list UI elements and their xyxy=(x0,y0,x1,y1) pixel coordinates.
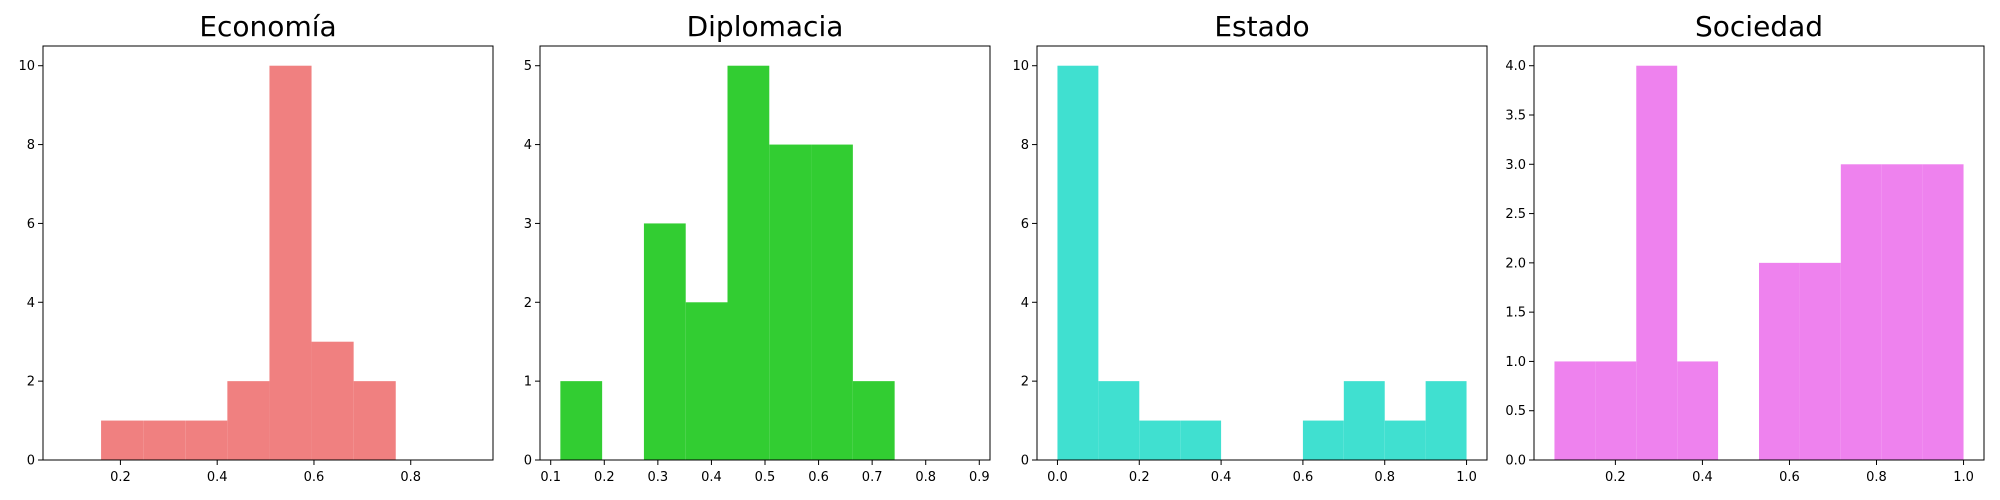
histogram-bar xyxy=(1384,420,1426,460)
x-tick-label: 0.1 xyxy=(540,470,561,485)
x-tick-label: 0.8 xyxy=(1374,470,1395,485)
x-tick-label: 0.8 xyxy=(915,470,936,485)
histogram-bar xyxy=(1922,164,1964,461)
histogram-bar xyxy=(852,381,895,460)
chart-title: Diplomacia xyxy=(687,10,844,43)
histogram-bar xyxy=(1595,361,1637,460)
histogram-bar xyxy=(769,144,812,461)
histogram-bar xyxy=(1840,164,1882,461)
x-tick-label: 0.4 xyxy=(701,470,722,485)
x-tick-label: 0.8 xyxy=(1866,470,1887,485)
chart-panel-2: 0.1 0.2 0.3 0.4 0.5 0.6 0.7 0.8 0.9 0 1 2 3 4 5 Diploma… xyxy=(524,10,991,485)
histogram-bar xyxy=(185,420,228,460)
y-tick-label: 10 xyxy=(18,59,35,74)
histogram-bar xyxy=(1180,420,1222,460)
y-tick-label: 2 xyxy=(27,375,35,390)
y-tick-label: 5 xyxy=(524,59,532,74)
y-tick-label: 1 xyxy=(524,375,532,390)
x-tick-label: 0.4 xyxy=(207,470,228,485)
y-tick-label: 2 xyxy=(524,296,532,311)
histogram-bar xyxy=(269,65,312,460)
histogram-bar xyxy=(560,381,603,460)
axes-frame xyxy=(1533,45,1985,461)
y-tick-label: 2.5 xyxy=(1505,207,1526,222)
x-tick-label: 0.5 xyxy=(755,470,776,485)
histogram-bar xyxy=(311,341,354,460)
y-tick-label: 4 xyxy=(1021,296,1029,311)
y-tick-label: 0 xyxy=(524,454,532,469)
histogram-bar xyxy=(1098,381,1140,460)
histogram-bar xyxy=(353,381,396,460)
x-tick-label: 0.6 xyxy=(1293,470,1314,485)
histogram-bar xyxy=(685,302,728,460)
y-tick-label: 1.5 xyxy=(1505,306,1526,321)
histogram-bar xyxy=(1677,361,1719,460)
y-tick-label: 8 xyxy=(1021,138,1029,153)
x-tick-label: 0.2 xyxy=(1605,470,1626,485)
x-tick-label: 0.7 xyxy=(862,470,883,485)
histogram-bar xyxy=(1759,262,1800,460)
x-tick-label: 0.6 xyxy=(1779,470,1800,485)
y-tick-label: 4 xyxy=(27,296,35,311)
x-tick-label: 0.6 xyxy=(808,470,829,485)
y-tick-label: 3 xyxy=(524,217,532,232)
histogram-bar xyxy=(1139,420,1181,460)
axes-frame xyxy=(42,45,494,461)
y-tick-label: 2.0 xyxy=(1505,256,1526,271)
y-tick-label: 6 xyxy=(27,217,35,232)
x-tick-label: 1.0 xyxy=(1953,470,1974,485)
chart-panel-1: 0.2 0.4 0.6 0.8 0 2 4 6 8 10 Economía xyxy=(18,10,494,485)
y-tick-label: 4.0 xyxy=(1505,59,1526,74)
y-tick-label: 4 xyxy=(524,138,532,153)
axes-frame xyxy=(1036,45,1488,461)
chart-title: Estado xyxy=(1214,10,1309,43)
x-tick-label: 0.6 xyxy=(304,470,325,485)
y-tick-label: 0 xyxy=(1021,454,1029,469)
chart-panel-4: 0.2 0.4 0.6 0.8 1.0 0.0 0.5 1.0 1.5 2.0 2.5 3.0 3.5 4… xyxy=(1505,10,1985,485)
histogram-bar xyxy=(101,420,144,460)
y-tick-label: 10 xyxy=(1012,59,1029,74)
histogram-bar xyxy=(1554,361,1596,460)
y-tick-label: 8 xyxy=(27,138,35,153)
histogram-bar xyxy=(727,65,770,460)
y-tick-label: 3.0 xyxy=(1505,158,1526,173)
histogram-bar xyxy=(1057,65,1099,460)
y-tick-label: 0 xyxy=(27,454,35,469)
y-tick-label: 6 xyxy=(1021,217,1029,232)
histogram-bar xyxy=(811,144,853,461)
x-tick-label: 0.4 xyxy=(1692,470,1713,485)
y-tick-label: 0.5 xyxy=(1505,404,1526,419)
x-tick-label: 0.2 xyxy=(594,470,615,485)
x-tick-label: 0.2 xyxy=(1129,470,1150,485)
y-tick-label: 2 xyxy=(1021,375,1029,390)
chart-title: Sociedad xyxy=(1695,10,1823,43)
histogram-bar xyxy=(1343,381,1385,460)
histogram-bar xyxy=(227,381,270,460)
x-tick-label: 0.9 xyxy=(969,470,990,485)
x-tick-label: 0.3 xyxy=(648,470,669,485)
histogram-bar xyxy=(143,420,186,460)
x-tick-label: 0.0 xyxy=(1047,470,1068,485)
chart-panel-3: 0.0 0.2 0.4 0.6 0.8 1.0 0 2 4 6 8 10 Estado xyxy=(1012,10,1488,485)
histogram-bar xyxy=(1425,381,1467,460)
histogram-bar xyxy=(1881,164,1923,461)
x-tick-label: 0.4 xyxy=(1211,470,1232,485)
x-tick-label: 1.0 xyxy=(1456,470,1477,485)
y-tick-label: 0.0 xyxy=(1505,454,1526,469)
x-tick-label: 0.8 xyxy=(400,470,421,485)
histogram-bar xyxy=(1799,262,1841,460)
chart-title: Economía xyxy=(199,10,336,43)
histogram-bar xyxy=(1302,420,1344,460)
histogram-bar xyxy=(643,223,686,460)
y-tick-label: 3.5 xyxy=(1505,109,1526,124)
histogram-bar xyxy=(1636,65,1678,460)
x-tick-label: 0.2 xyxy=(110,470,131,485)
y-tick-label: 1.0 xyxy=(1505,355,1526,370)
